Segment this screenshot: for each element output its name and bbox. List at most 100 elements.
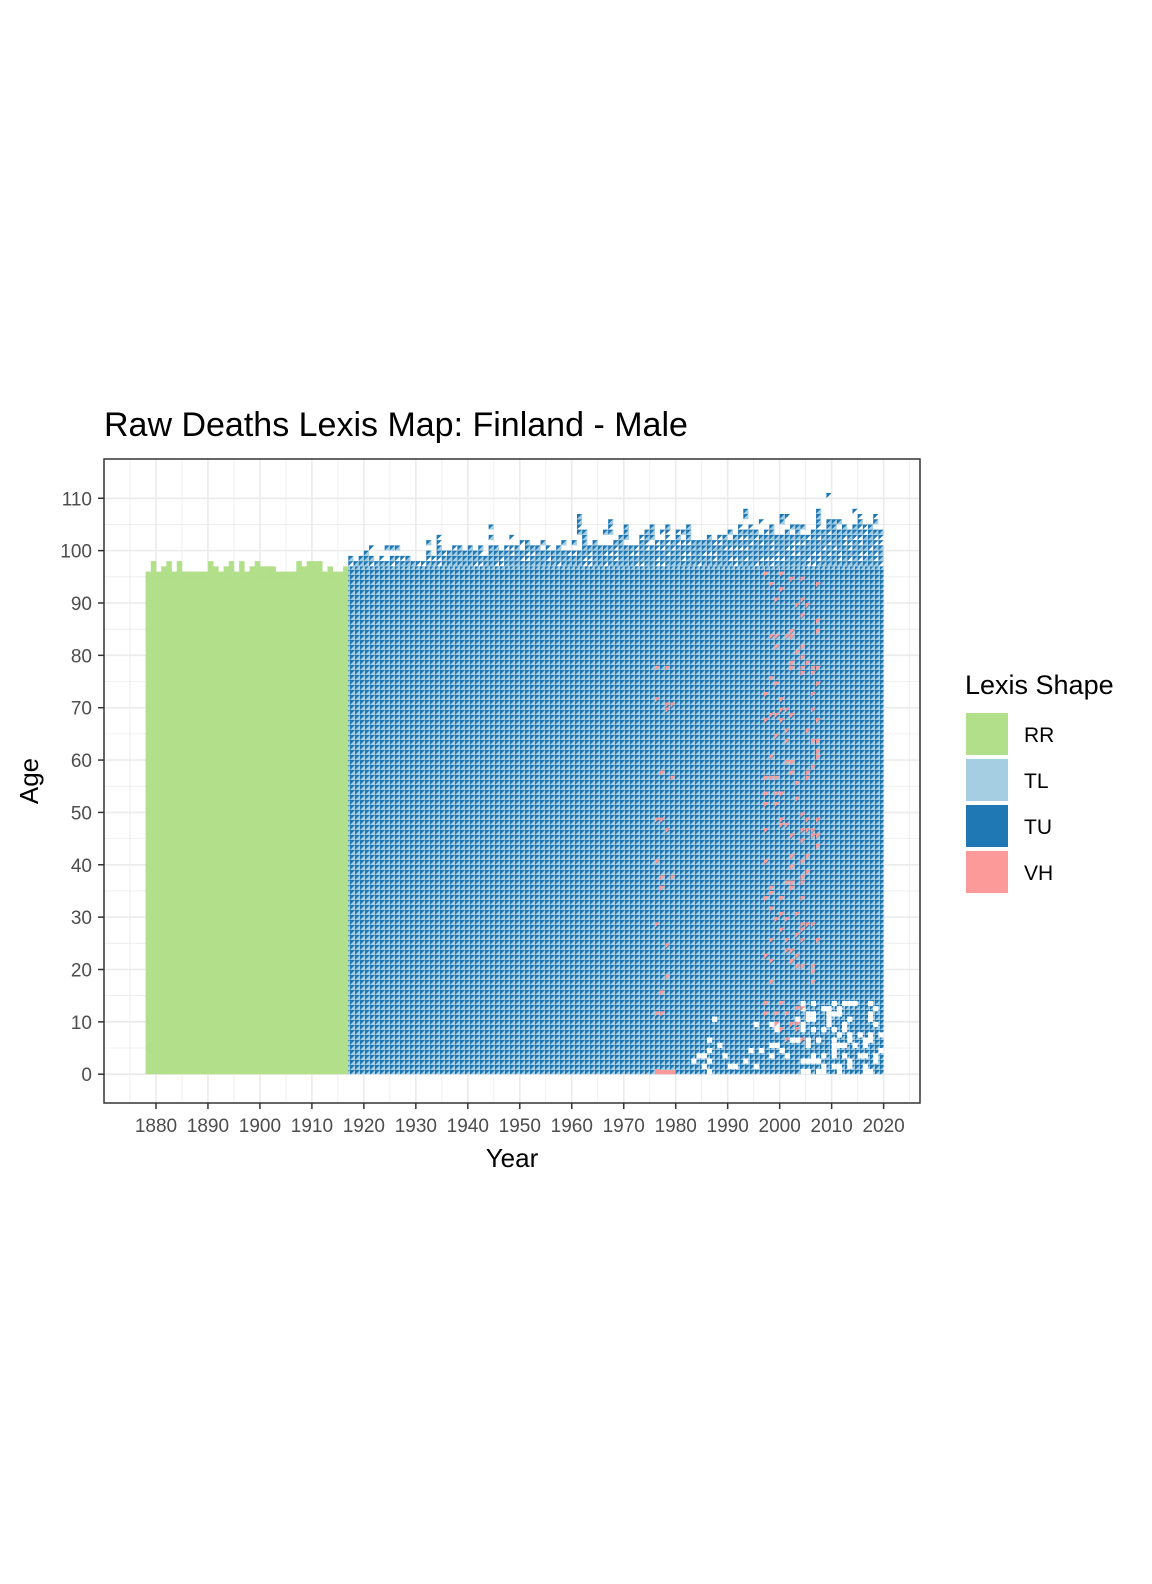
tu-triangle [691,545,697,551]
tu-triangle [504,550,510,556]
rr-cell [291,576,297,583]
tl-triangle [696,555,702,562]
tu-triangle [862,524,869,530]
empty-cell [852,1042,858,1049]
tl-triangle [826,555,832,562]
tl-triangle [582,545,588,551]
tu-triangle [665,540,671,546]
empty-cell [862,1053,869,1059]
tl-triangle [649,524,655,530]
tl-triangle [680,545,687,551]
vh-triangle [816,681,822,687]
tl-triangle [810,555,817,562]
tl-triangle [743,540,749,546]
tl-triangle [509,561,515,567]
empty-cell [810,1053,817,1059]
tu-triangle [628,550,635,556]
tl-triangle [670,561,676,567]
tl-triangle [462,561,468,567]
vh-triangle [784,1037,791,1043]
tl-triangle [784,540,791,546]
vh-triangle [665,665,671,672]
vh-triangle [779,822,785,829]
tl-triangle [473,555,479,562]
tu-triangle [826,540,832,546]
empty-cell [831,1042,837,1049]
empty-cell [805,1068,811,1075]
tu-triangle [587,561,593,567]
tu-triangle [764,529,770,535]
empty-cell [805,1011,811,1017]
tl-triangle [686,545,692,551]
tu-triangle [826,550,832,556]
tu-triangle [509,550,515,556]
tu-triangle [701,555,707,562]
empty-cell [826,1021,832,1028]
vh-triangle [769,890,775,897]
tl-triangle [795,524,801,530]
tu-triangle [675,529,681,535]
vh-triangle [795,1027,801,1033]
tu-triangle [602,550,609,556]
tl-triangle [821,550,827,556]
tl-triangle [821,534,827,541]
vh-triangle [784,728,791,734]
tl-triangle [847,561,853,567]
tu-triangle [764,555,770,562]
tu-triangle [862,555,869,562]
tu-triangle [795,540,801,546]
tl-triangle [748,561,754,567]
tl-triangle [374,561,380,567]
tl-triangle [634,555,640,562]
empty-cell [810,1016,817,1022]
tl-triangle [639,545,645,551]
vh-triangle [800,613,806,619]
tu-triangle [873,561,879,567]
tl-triangle [743,550,749,556]
vh-triangle [800,812,806,818]
empty-cell [805,1037,811,1043]
tl-triangle [779,561,785,567]
tl-triangle [363,555,370,562]
tu-triangle [758,519,765,525]
vh-triangle [660,1011,666,1017]
vh-triangle [779,718,785,724]
empty-cell [753,1063,759,1069]
tl-triangle [384,561,390,567]
empty-cell [706,1048,713,1054]
rr-cell [218,571,224,578]
tl-triangle [862,534,869,541]
tu-triangle [576,555,583,562]
tu-triangle [571,550,577,556]
tu-triangle [847,555,853,562]
tl-triangle [764,561,770,567]
tl-triangle [852,524,858,530]
tu-triangle [836,555,843,562]
rr-cell [265,566,271,572]
tl-triangle [790,534,796,541]
tl-triangle [582,529,588,535]
tl-triangle [363,550,370,556]
vh-triangle [790,885,796,891]
tl-triangle [602,545,609,551]
y-tick-label: 20 [71,960,92,981]
tl-triangle [701,540,707,546]
tl-triangle [426,561,432,567]
tu-triangle [784,545,791,551]
tu-triangle [426,540,432,546]
tu-triangle [634,555,640,562]
tl-triangle [535,561,541,567]
tl-triangle [582,534,588,541]
tu-triangle [857,550,863,556]
x-tick-label: 2010 [811,1116,853,1137]
tu-triangle [873,540,879,546]
tu-triangle [587,550,593,556]
tu-triangle [842,555,848,562]
vh-triangle [805,817,811,823]
empty-cell [836,1042,843,1049]
tl-triangle [748,555,754,562]
empty-cell [847,1016,853,1022]
tu-triangle [816,555,822,562]
tl-triangle [660,540,666,546]
empty-cell [847,1037,853,1043]
